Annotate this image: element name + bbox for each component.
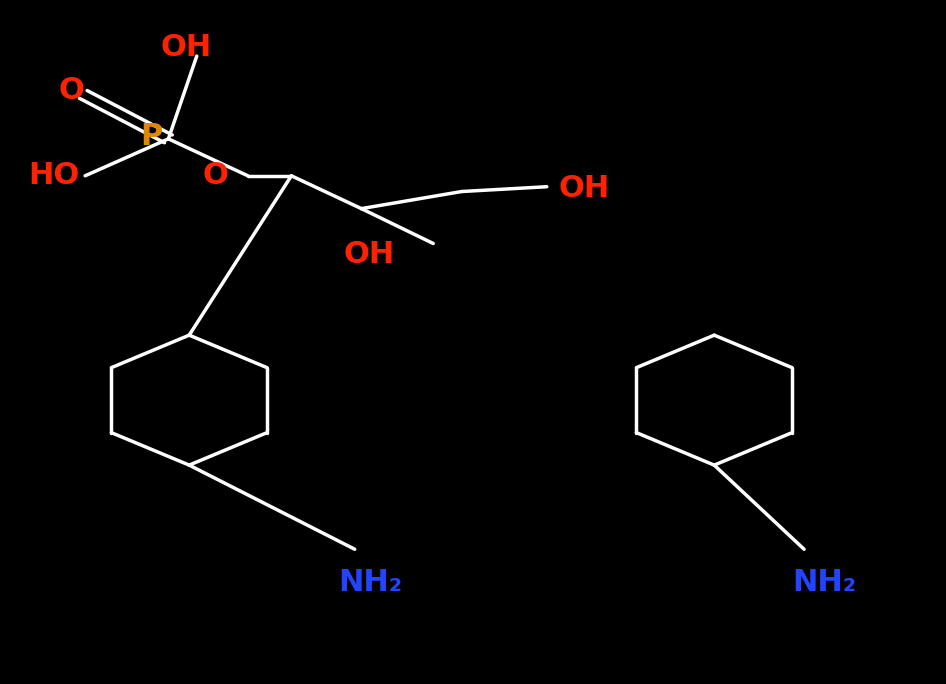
Text: P: P <box>140 122 163 151</box>
Text: NH₂: NH₂ <box>339 568 403 597</box>
Text: OH: OH <box>161 34 212 62</box>
Text: O: O <box>59 76 84 105</box>
Text: NH₂: NH₂ <box>793 568 857 597</box>
Text: O: O <box>202 161 228 190</box>
Text: OH: OH <box>343 240 394 269</box>
Text: OH: OH <box>558 174 609 202</box>
Text: HO: HO <box>28 161 79 190</box>
